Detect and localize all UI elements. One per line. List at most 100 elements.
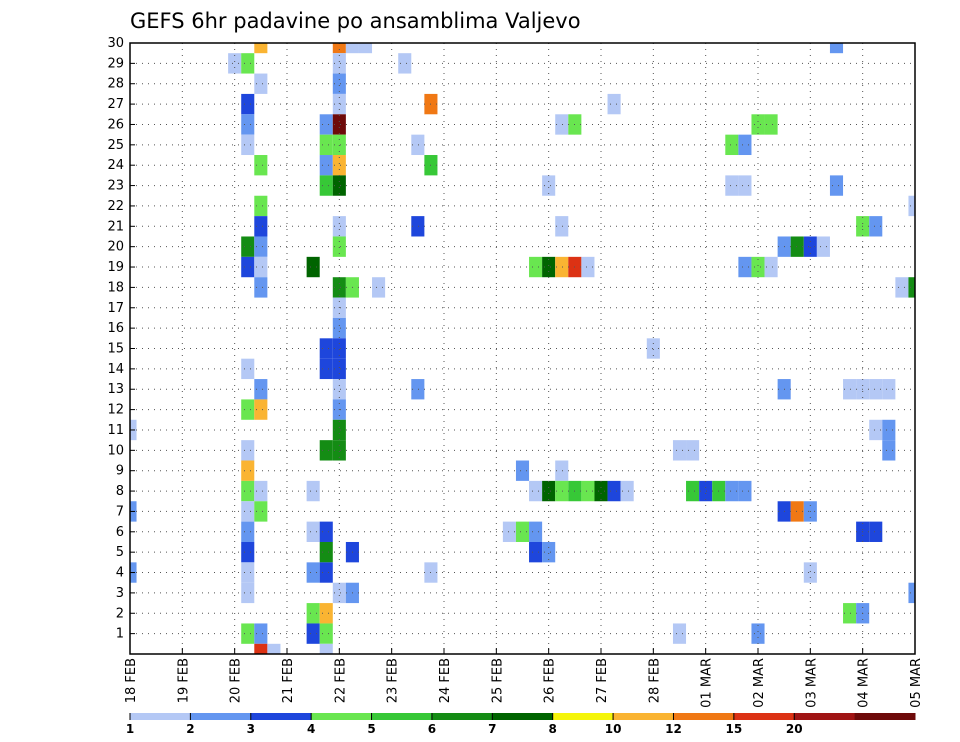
y-tick-label: 12 — [107, 403, 124, 418]
colorbar-label: 20 — [786, 722, 803, 736]
heatmap-cell — [332, 440, 346, 461]
y-tick-label: 11 — [107, 423, 124, 438]
heatmap-cell — [398, 53, 412, 74]
heatmap-cell — [869, 419, 883, 441]
heatmap-cell — [254, 73, 268, 94]
x-axis: 18 FEB 19 FEB 20 FEB 21 FEB 22 FEB 23 FEB 24 F… — [124, 648, 924, 708]
heatmap-cell — [332, 358, 346, 380]
y-axis: 1234567891011121314151617181920212223242… — [107, 36, 135, 642]
heatmap-cell — [267, 643, 281, 654]
heatmap-cell — [254, 277, 268, 298]
colorbar-swatch — [431, 713, 493, 720]
heatmap-cell — [411, 134, 425, 156]
colorbar-label: 3 — [247, 722, 255, 736]
heatmap-cell — [319, 603, 333, 624]
colorbar-swatch — [130, 713, 191, 720]
colorbar-label: 15 — [725, 722, 742, 736]
heatmap-cell — [254, 216, 268, 237]
x-tick-label: 21 FEB — [281, 658, 296, 703]
heatmap-cell — [738, 256, 752, 278]
colorbar-swatch — [794, 713, 856, 720]
heatmap-cell — [241, 440, 255, 461]
x-tick-label: 26 FEB — [543, 658, 558, 703]
heatmap-cell — [319, 562, 333, 583]
heatmap-cell — [241, 236, 255, 257]
heatmap-cell — [254, 501, 268, 522]
heatmap-cell — [908, 582, 915, 604]
colorbar-label: 4 — [307, 722, 315, 736]
x-tick-label: 19 FEB — [176, 658, 191, 703]
heatmap-cell — [241, 358, 255, 380]
heatmap-cell — [241, 623, 255, 644]
heatmap-cell — [319, 521, 333, 542]
heatmap-cell — [241, 93, 255, 115]
heatmap-cell — [607, 480, 621, 502]
y-tick-label: 23 — [107, 179, 124, 194]
heatmap-cell — [620, 480, 634, 502]
y-tick-label: 6 — [116, 525, 124, 540]
heatmap-cell — [882, 419, 896, 441]
heatmap-cell — [306, 603, 320, 624]
heatmap-cell — [332, 379, 346, 400]
heatmap-cell — [332, 93, 346, 115]
colorbar-label: 1 — [126, 722, 134, 736]
colorbar-swatch — [733, 713, 795, 720]
heatmap-cell — [254, 155, 268, 176]
heatmap-cell — [764, 114, 778, 135]
y-tick-label: 2 — [116, 606, 124, 621]
heatmap-cell — [332, 43, 346, 54]
heatmap-cell — [581, 480, 595, 502]
heatmap-cell — [738, 175, 752, 196]
y-tick-label: 22 — [107, 199, 124, 214]
y-tick-label: 25 — [107, 138, 124, 153]
heatmap-cell — [882, 440, 896, 461]
x-tick-label: 05 MAR — [909, 658, 924, 708]
heatmap-cell — [241, 501, 255, 522]
heatmap-cell — [908, 277, 915, 298]
heatmap-cell — [254, 43, 268, 54]
heatmap-cell — [725, 175, 739, 196]
colorbar-swatch — [311, 713, 373, 720]
y-tick-label: 3 — [116, 586, 124, 601]
heatmap-cell — [319, 643, 333, 654]
y-tick-label: 29 — [107, 56, 124, 71]
heatmap-cell — [869, 521, 883, 542]
y-tick-label: 16 — [107, 321, 124, 336]
y-tick-label: 4 — [116, 566, 124, 581]
heatmap-cell — [594, 480, 608, 502]
y-tick-label: 7 — [116, 504, 124, 519]
y-tick-label: 14 — [107, 362, 124, 377]
heatmap-cell — [738, 480, 752, 502]
heatmap-cell — [515, 521, 530, 542]
heatmap-cell — [686, 480, 700, 502]
heatmap-cell — [319, 358, 333, 380]
colorbar-label: 10 — [605, 722, 622, 736]
heatmap-cell — [319, 175, 333, 196]
cells-layer — [130, 43, 915, 654]
heatmap-cell — [646, 338, 660, 359]
x-tick-label: 03 MAR — [804, 658, 819, 708]
heatmap-cell — [319, 440, 333, 461]
colorbar-swatch — [673, 713, 735, 720]
x-tick-label: 27 FEB — [595, 658, 610, 703]
colorbar-swatch — [190, 713, 252, 720]
heatmap-cell — [241, 582, 255, 604]
y-tick-label: 9 — [116, 464, 124, 479]
heatmap-cell — [542, 480, 556, 502]
heatmap-cell — [751, 256, 765, 278]
y-tick-label: 1 — [116, 627, 124, 642]
heatmap-cell — [332, 175, 346, 196]
heatmap-cell — [332, 317, 346, 339]
heatmap-cell — [411, 216, 425, 237]
heatmap-cell — [241, 53, 255, 74]
heatmap-cell — [228, 53, 242, 74]
y-tick-label: 13 — [107, 382, 124, 397]
y-tick-label: 20 — [107, 240, 124, 255]
colorbar-swatch — [854, 713, 916, 720]
colorbar-label: 8 — [549, 722, 557, 736]
heatmap-cell — [555, 114, 569, 135]
heatmap-cell — [319, 155, 333, 176]
heatmap-cell — [241, 399, 255, 420]
heatmap-cell — [829, 43, 844, 54]
